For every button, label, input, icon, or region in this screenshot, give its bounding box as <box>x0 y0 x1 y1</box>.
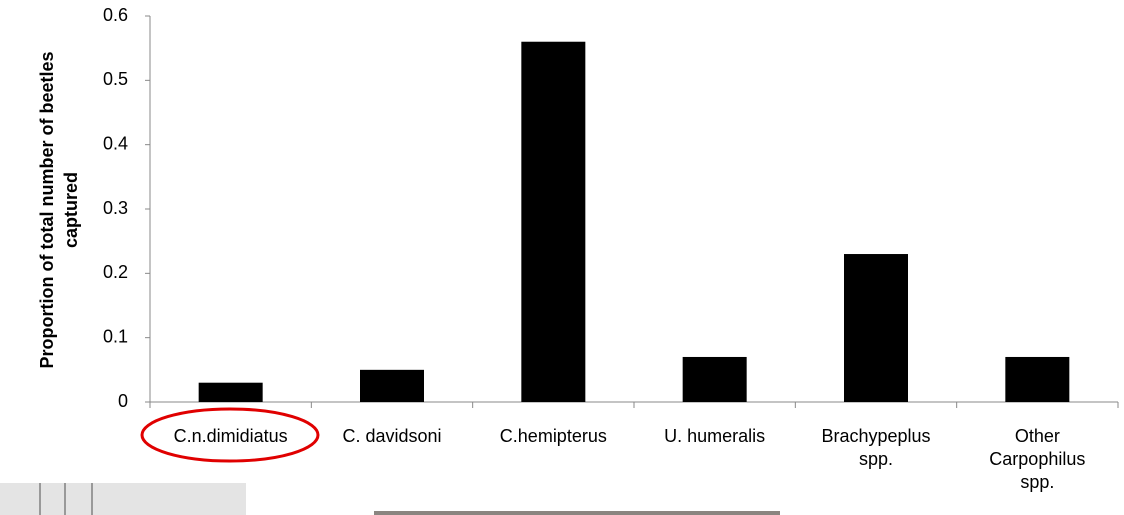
y-axis-title-line: Proportion of total number of beetles <box>37 51 57 368</box>
x-tick-label: C.n.dimidiatus <box>151 425 311 448</box>
x-tick-label: Brachypeplus spp. <box>796 425 956 471</box>
x-tick-label: Other Carpophilus spp. <box>957 425 1117 494</box>
photo-fragment <box>374 511 780 515</box>
x-tick-label: U. humeralis <box>635 425 795 448</box>
y-tick-label: 0.4 <box>103 133 128 153</box>
bar <box>360 370 424 402</box>
bar <box>683 357 747 402</box>
x-tick-label: C.hemipterus <box>473 425 633 448</box>
bar <box>1005 357 1069 402</box>
y-tick-label: 0.1 <box>103 326 128 346</box>
page: Proportion of total number of beetles ca… <box>0 0 1124 515</box>
y-axis-title: Proportion of total number of beetles ca… <box>37 51 81 368</box>
y-tick-label: 0.3 <box>103 198 128 218</box>
bar <box>521 42 585 402</box>
y-tick-label: 0.6 <box>103 5 128 25</box>
bar <box>199 383 263 402</box>
y-tick-label: 0.2 <box>103 262 128 282</box>
x-tick-label: C. davidsoni <box>312 425 472 448</box>
photo-fragment <box>0 483 246 515</box>
y-tick-label: 0.5 <box>103 69 128 89</box>
y-axis-title-line: captured <box>61 172 81 248</box>
y-tick-label: 0 <box>118 391 128 411</box>
bar <box>844 254 908 402</box>
